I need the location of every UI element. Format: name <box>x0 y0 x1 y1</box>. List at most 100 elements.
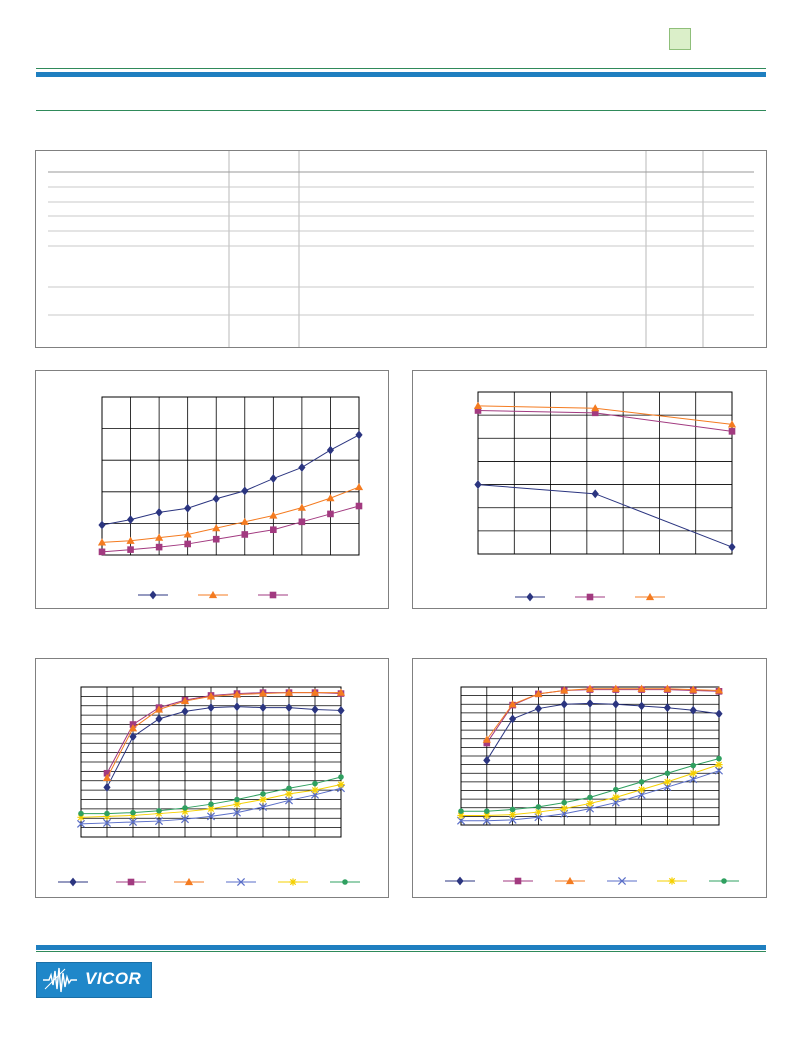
data-point-circle <box>716 755 722 762</box>
data-point-star <box>77 813 85 821</box>
data-point-triangle <box>534 689 543 697</box>
series-line <box>486 688 720 740</box>
chart-3 <box>58 686 360 887</box>
data-point-square <box>270 526 277 534</box>
data-point-diamond <box>715 709 723 719</box>
data-point-triangle <box>297 503 306 511</box>
series-line <box>101 486 360 543</box>
legend-entry-x <box>607 876 637 886</box>
data-point-triangle <box>473 401 483 409</box>
data-point-star <box>586 799 594 808</box>
data-point-triangle <box>269 511 278 519</box>
data-point-star <box>337 780 345 789</box>
data-point-triangle <box>714 686 724 694</box>
data-point-triangle <box>637 684 646 692</box>
data-point-x <box>206 812 216 821</box>
chart-2 <box>473 391 737 602</box>
data-point-triangle <box>689 685 698 693</box>
data-point-triangle <box>727 420 737 428</box>
data-point-diamond <box>126 515 135 525</box>
data-point-diamond <box>269 474 277 483</box>
data-point-triangle <box>482 735 491 743</box>
data-point-diamond <box>612 699 620 709</box>
legend-marker-square <box>127 878 135 886</box>
data-point-square <box>212 535 220 543</box>
data-point-x <box>258 802 268 812</box>
legend-marker-x <box>236 877 246 887</box>
data-point-triangle <box>663 684 672 692</box>
data-point-square <box>474 407 482 414</box>
data-point-circle <box>535 804 542 810</box>
plot-area-border <box>80 686 342 838</box>
data-point-diamond <box>155 714 163 724</box>
series-x <box>76 784 346 828</box>
legend-entry-x <box>226 877 256 887</box>
series-line <box>477 484 733 548</box>
data-point-star <box>612 793 620 801</box>
series-line <box>101 505 360 553</box>
data-point-square <box>298 518 306 526</box>
data-point-star <box>285 790 293 798</box>
series-triangle <box>482 684 724 743</box>
data-point-triangle <box>154 705 164 713</box>
data-point-diamond <box>560 699 568 709</box>
data-point-circle <box>613 786 619 793</box>
legend-entry-star <box>278 878 308 886</box>
data-point-triangle <box>310 688 320 696</box>
series-line <box>486 702 720 761</box>
data-point-diamond <box>298 463 306 472</box>
data-point-triangle <box>183 530 192 538</box>
data-point-square <box>103 769 111 777</box>
data-point-triangle <box>354 482 364 491</box>
data-point-triangle <box>97 538 107 546</box>
data-point-triangle <box>102 773 112 782</box>
data-point-x <box>714 766 724 775</box>
data-point-circle <box>286 785 292 792</box>
data-point-diamond <box>285 703 293 713</box>
data-point-diamond <box>728 542 736 552</box>
data-point-x <box>76 819 86 828</box>
data-point-diamond <box>155 507 163 517</box>
vicor-logo-text: VICOR <box>85 969 142 988</box>
vicor-logo[interactable]: VICOR <box>36 962 152 998</box>
plot-area-border <box>477 391 733 555</box>
data-point-diamond <box>184 503 192 513</box>
data-point-diamond <box>638 701 646 711</box>
data-point-diamond <box>207 703 215 713</box>
data-point-star <box>638 786 646 794</box>
footer-rule <box>36 945 766 950</box>
data-point-square <box>591 409 599 417</box>
series-diamond <box>483 698 723 765</box>
data-point-triangle <box>126 536 135 544</box>
legend-entry-triangle <box>635 592 665 601</box>
data-point-circle <box>234 796 240 803</box>
data-point-diamond <box>241 486 249 496</box>
data-point-star <box>181 808 189 816</box>
series-triangle <box>97 482 364 546</box>
series-line <box>101 434 360 526</box>
data-point-triangle <box>591 404 600 412</box>
legend-marker-triangle <box>208 590 218 599</box>
data-point-diamond <box>474 480 482 489</box>
series-line <box>106 706 342 788</box>
data-point-diamond <box>326 445 335 455</box>
data-point-x <box>336 784 346 793</box>
series-diamond <box>474 480 736 552</box>
data-point-diamond <box>591 489 599 499</box>
legend-entry-square <box>116 878 146 886</box>
data-point-diamond <box>663 703 671 713</box>
data-point-diamond <box>311 705 319 714</box>
data-point-triangle <box>585 684 595 692</box>
data-point-triangle <box>284 688 294 696</box>
data-point-star <box>663 778 671 786</box>
data-point-square <box>98 548 106 556</box>
legend-entry-square <box>258 591 288 599</box>
data-point-square <box>155 543 163 551</box>
spec-table <box>35 150 767 348</box>
footer-rule-thin <box>36 951 766 952</box>
chart-4 <box>445 684 739 886</box>
legend-marker-diamond <box>526 592 534 602</box>
data-point-diamond <box>98 520 106 530</box>
header-rule-top <box>36 68 766 69</box>
legend-marker-star <box>289 878 297 886</box>
